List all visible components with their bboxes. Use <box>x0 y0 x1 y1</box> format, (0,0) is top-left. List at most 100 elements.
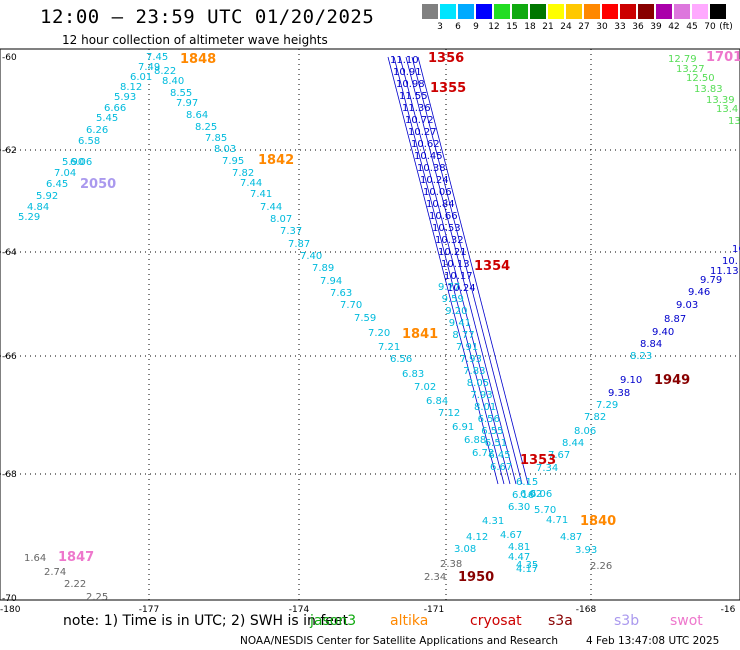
track-swh-label: 3.93 <box>575 545 597 556</box>
track-swh-label: 6.15 <box>516 477 538 488</box>
track-swh-label: 4.47 <box>508 552 530 563</box>
track-swh-label: 9.79 <box>700 275 722 286</box>
track-swh-label: 6.88 <box>464 435 486 446</box>
map-frame <box>0 48 740 601</box>
track-swh-label: 9.10 <box>620 375 642 386</box>
altika-swh-label: 7.44 <box>240 178 262 189</box>
track-swh-label: 9.20 <box>445 306 467 317</box>
altika-swh-label: 6.45 <box>46 179 68 190</box>
track-swh-label: 2.74 <box>44 567 66 578</box>
color-scale-tick: 15 <box>506 22 518 32</box>
altika-swh-label: 7.49 <box>138 62 160 73</box>
lon-tick-label: -168 <box>576 605 597 615</box>
pass-time-label: 1354 <box>474 259 510 274</box>
jason3-track-line <box>399 56 511 485</box>
jason3-swh-label: 10.72 <box>405 115 434 126</box>
lat-tick-label: -70 <box>2 594 17 604</box>
legend-item-jason3: jason3 <box>310 613 357 629</box>
color-swatch <box>422 4 438 19</box>
credit-text: NOAA/NESDIS Center for Satellite Applica… <box>240 635 558 647</box>
pass-time-label: 1841 <box>402 327 438 342</box>
track-swh-label: 6.02 <box>520 489 542 500</box>
track-swh-label: 4.67 <box>500 530 522 541</box>
jason3-swh-label: 10.91 <box>393 67 422 78</box>
altika-swh-label: 8.12 <box>120 82 142 93</box>
pass-time-label: 1847 <box>58 550 94 565</box>
color-swatch <box>638 4 654 19</box>
timestamp-text: 4 Feb 13:47:08 UTC 2025 <box>586 635 720 647</box>
altika-swh-label: 6.01 <box>130 72 152 83</box>
jason3-track-line <box>411 56 523 485</box>
pass-time-label: 1949 <box>654 373 690 388</box>
legend-item-swot: swot <box>670 613 703 629</box>
jason3-swh-label: 10.24 <box>447 283 476 294</box>
jason3-swh-label: 10.38 <box>417 163 446 174</box>
color-scale-tick: 36 <box>632 22 644 32</box>
altika-swh-label: 7.37 <box>280 226 302 237</box>
track-swh-label: 8.77 <box>452 330 474 341</box>
jason3-track-line <box>417 56 529 485</box>
page-title: 12:00 – 23:59 UTC 01/20/2025 <box>40 6 375 28</box>
jason3-swh-label: 10.06 <box>423 187 452 198</box>
altika-swh-label: 7.94 <box>320 276 342 287</box>
track-swh-label: 6.56 <box>390 354 412 365</box>
track-swh-label: 2.25 <box>86 592 108 603</box>
color-scale-tick: 39 <box>650 22 662 32</box>
track-swh-label: 8.05 <box>467 378 489 389</box>
track-swh-label: 6.56 <box>478 414 500 425</box>
track-swh-label: 7.34 <box>536 463 558 474</box>
track-swh-label: 4.71 <box>546 515 568 526</box>
track-swh-label: 8.84 <box>640 339 662 350</box>
color-swatch <box>530 4 546 19</box>
track-swh-label: 4.31 <box>482 516 504 527</box>
track-swh-label: 4.12 <box>466 532 488 543</box>
jason3-swh-label: 10.66 <box>429 211 458 222</box>
track-swh-label: 9.03 <box>676 300 698 311</box>
track-swh-label: 8.06 <box>574 426 596 437</box>
track-swh-label: 2.26 <box>590 561 612 572</box>
track-swh-label: 6.67 <box>490 462 512 473</box>
pass-time-label: 1355 <box>430 81 466 96</box>
altika-swh-label: 7.45 <box>146 52 168 63</box>
lat-tick-label: -66 <box>2 352 17 362</box>
footer-note: note: 1) Time is in UTC; 2) SWH is in fe… <box>63 613 349 629</box>
track-swh-label: 7.20 <box>368 328 390 339</box>
jason3-swh-label: 10.13 <box>441 259 470 270</box>
track-swh-label: 4.35 <box>516 560 538 571</box>
altika-swh-label: 7.63 <box>330 288 352 299</box>
lat-tick-label: -64 <box>2 248 17 258</box>
color-swatch <box>512 4 528 19</box>
color-swatch <box>566 4 582 19</box>
track-swh-label: 7.02 <box>414 382 436 393</box>
altika-swh-label: 4.84 <box>27 202 49 213</box>
altika-swh-label: 6.66 <box>104 103 126 114</box>
track-swh-label: 2.22 <box>64 579 86 590</box>
track-swh-label: 7.83 <box>463 366 485 377</box>
color-scale-tick: 70 <box>704 22 716 32</box>
altika-swh-label: 7.04 <box>54 168 76 179</box>
jason3-swh-label: 11.55 <box>399 91 428 102</box>
legend-item-s3a: s3a <box>548 613 573 629</box>
legend-item-s3b: s3b <box>614 613 640 629</box>
color-swatch <box>620 4 636 19</box>
altika-swh-label: 6.58 <box>78 136 100 147</box>
jason3-swh-label: 10.24 <box>420 175 449 186</box>
lon-tick-label: -177 <box>139 605 159 615</box>
altika-swh-label: 5.29 <box>18 212 40 223</box>
page-subtitle: 12 hour collection of altimeter wave hei… <box>62 33 328 47</box>
jason3-swh-label: 10.62 <box>411 139 440 150</box>
jason3-track-line <box>387 56 499 485</box>
jason3-swh-label: 10.17 <box>444 271 473 282</box>
jason3-swh-label: 11.10 <box>390 55 419 66</box>
track-swh-label: 3.08 <box>454 544 476 555</box>
track-swh-label: 6.91 <box>452 422 474 433</box>
pass-time-label: 2050 <box>80 177 116 192</box>
track-swh-label: 5.70 <box>534 505 556 516</box>
pass-time-label: 1701 <box>706 50 740 65</box>
legend-item-cryosat: cryosat <box>470 613 522 629</box>
color-scale-tick: 12 <box>488 22 500 32</box>
color-scale-tick: 21 <box>542 22 554 32</box>
color-scale-unit: (ft) <box>719 22 733 32</box>
color-scale-tick: 3 <box>437 22 443 32</box>
altika-swh-label: 8.64 <box>186 110 208 121</box>
